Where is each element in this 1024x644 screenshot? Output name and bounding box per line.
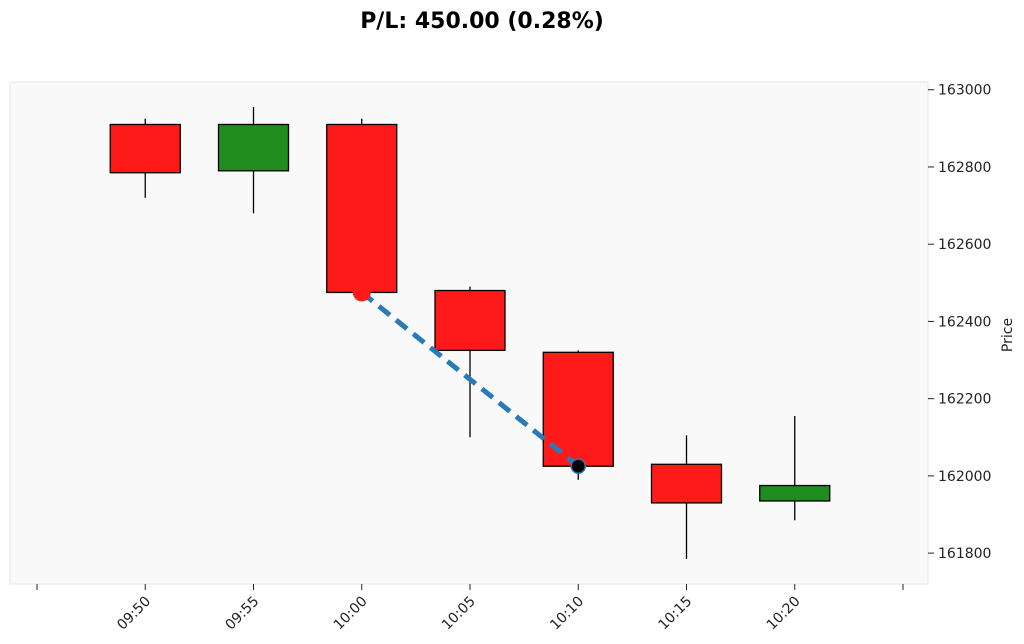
candle-body <box>326 123 398 294</box>
x-tick-label: 10:15 <box>655 594 695 634</box>
x-tick-label: 10:00 <box>331 594 371 634</box>
candle-body <box>217 123 290 172</box>
x-tick-label: 10:10 <box>547 594 587 634</box>
y-tick-label: 162600 <box>938 237 991 253</box>
candle-1000 <box>326 118 398 294</box>
candle-body <box>650 463 723 504</box>
candle-body <box>109 123 181 174</box>
y-tick-label: 161800 <box>938 546 991 562</box>
y-axis: 161800 162000 162200 162400 162600 162800 1630… <box>928 83 991 562</box>
x-tick-label: 09:55 <box>222 594 262 634</box>
x-tick-label: 10:20 <box>764 594 804 634</box>
exit-marker <box>570 458 586 474</box>
y-tick-label: 162400 <box>938 314 991 330</box>
candle-body <box>759 484 831 502</box>
candles-layer <box>109 107 831 559</box>
candle-0955 <box>217 107 290 214</box>
candle-body <box>434 289 506 352</box>
y-tick-label: 163000 <box>938 83 991 99</box>
y-tick-label: 162000 <box>938 469 991 485</box>
y-tick-label: 162200 <box>938 392 991 408</box>
trade-line <box>360 290 580 469</box>
x-tick-label: 09:50 <box>114 594 154 634</box>
trade-layer <box>352 283 586 474</box>
x-tick-label: 10:05 <box>439 594 479 634</box>
candle-1005 <box>434 286 506 438</box>
entry-marker <box>352 283 371 302</box>
y-tick-label: 162800 <box>938 160 991 176</box>
candle-1020 <box>759 416 831 521</box>
x-axis: 09:50 09:55 10:00 10:05 10:10 10:15 10:20 <box>36 584 904 634</box>
candle-0950 <box>109 118 181 198</box>
y-axis-label: Price <box>1000 318 1016 352</box>
candle-1015 <box>650 435 723 559</box>
chart-title: P/L: 450.00 (0.28%) <box>360 9 604 34</box>
